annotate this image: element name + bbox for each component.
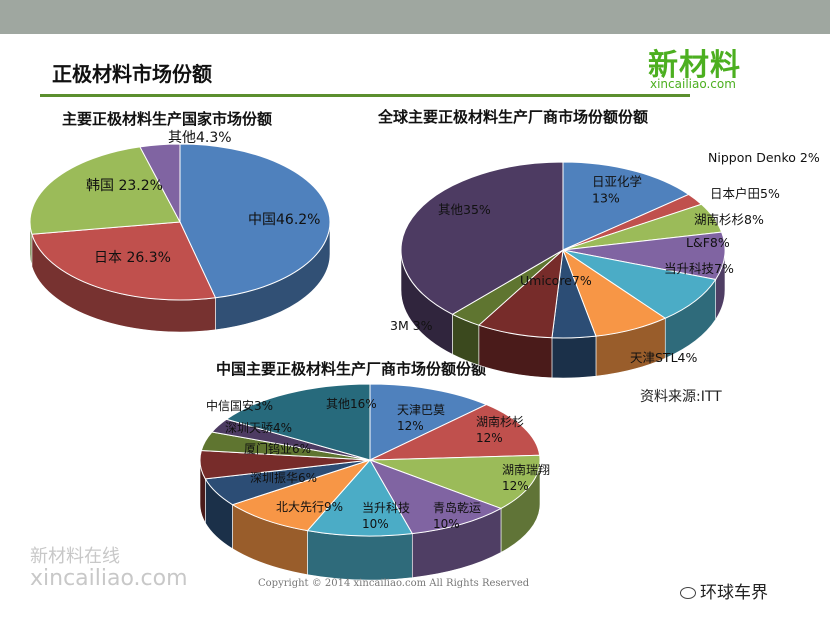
source-note: 资料来源:ITT: [640, 389, 722, 405]
pie-slice-1-1: [31, 221, 217, 301]
pie-label-2-3: 湖南杉杉8%: [694, 212, 764, 227]
pie-slice-3-0: [369, 383, 488, 461]
pie-label-1-1: 日本 26.3%: [94, 250, 171, 266]
logo-url: xincailiao.com: [650, 77, 736, 91]
watermark-en: xincailiao.com: [30, 566, 188, 591]
pie-slice-2-3: [562, 231, 726, 281]
chart3-title: 中国主要正极材料生产厂商市场份额份额: [216, 360, 487, 378]
pie-label-1-2: 韩国 23.2%: [86, 178, 163, 194]
watermark-cn: 新材料在线: [30, 546, 120, 567]
chart2-title: 全球主要正极材料生产厂商市场份额份额: [378, 108, 649, 126]
pie-slice-2-4: [562, 249, 717, 319]
pie-slice-2-9: [400, 161, 564, 315]
wechat-tag: 环球车界: [680, 578, 768, 603]
pie-chart-2: 日亚化学 13% Nippon Denko 2% 日本户田5% 湖南杉杉8% L&F8% 当…: [390, 150, 820, 379]
pie-slice-1-0: [179, 143, 331, 299]
pie-label-2-6: 天津STL4%: [630, 350, 697, 365]
copyright-text: Copyright © 2014 xincailiao.com All Righ…: [258, 578, 530, 589]
pie-label-1-3: 其他4.3%: [168, 130, 232, 146]
pie-label-3-9: 中信国安3%: [206, 398, 273, 413]
pie-label-3-4: 当升科技 10%: [362, 501, 410, 531]
pie-slice-3-2: [369, 454, 541, 509]
pie-label-3-2: 湖南瑞翔 12%: [502, 462, 550, 493]
pie-label-3-5: 北大先行9%: [276, 500, 343, 514]
pie-chart-3: 天津巴莫 12% 湖南杉杉 12% 湖南瑞翔 12% 青岛乾运 10% 当升科技 10% 北大先行9…: [199, 383, 550, 581]
pie-label-2-8: 3M 3%: [390, 318, 433, 333]
pie-label-2-0: 日亚化学 13%: [592, 174, 642, 206]
pie-side-2-6: [551, 335, 597, 379]
pie-label-2-1: Nippon Denko 2%: [708, 150, 820, 165]
pie-slice-3-5: [231, 458, 372, 532]
pie-slice-3-4: [306, 459, 414, 537]
logo: 新材料 xincailiao.com: [640, 36, 750, 92]
pie-label-3-0: 天津巴莫 12%: [397, 403, 445, 433]
pie-label-3-8: 深圳天骄4%: [225, 421, 292, 435]
top-bar: [0, 0, 830, 34]
pie-slice-1-3: [139, 143, 181, 223]
pie-label-3-6: 深圳振华6%: [250, 471, 317, 485]
pie-label-3-1: 湖南杉杉 12%: [476, 414, 524, 445]
pie-label-2-9: 其他35%: [438, 202, 491, 217]
pie-label-2-2: 日本户田5%: [710, 186, 780, 201]
pie-side-3-4: [307, 530, 413, 581]
pie-label-3-3: 青岛乾运 10%: [433, 500, 481, 531]
logo-text: 新材料: [648, 48, 741, 83]
pie-slice-1-2: [29, 146, 181, 235]
pie-label-3-7: 厦门钨业6%: [244, 441, 311, 456]
pie-label-2-4: L&F8%: [686, 235, 730, 250]
pie-slice-2-0: [562, 161, 690, 251]
wechat-icon: [680, 587, 696, 599]
page-title: 正极材料市场份额: [52, 62, 212, 86]
chart1-title: 主要正极材料生产国家市场份额: [62, 110, 273, 128]
title-divider: [40, 94, 690, 97]
pie-label-1-0: 中国46.2%: [248, 212, 320, 228]
pie-slice-3-3: [368, 459, 503, 535]
pie-label-3-10: 其他16%: [326, 397, 377, 411]
wechat-label: 环球车界: [700, 583, 768, 603]
pie-label-2-7: Umicore7%: [520, 273, 592, 288]
pie-slice-3-1: [369, 404, 541, 461]
pie-chart-1: 中国46.2% 日本 26.3% 韩国 23.2% 其他4.3%: [29, 130, 331, 333]
pie-slice-3-10: [225, 383, 371, 461]
pie-label-2-5: 当升科技7%: [664, 261, 734, 276]
